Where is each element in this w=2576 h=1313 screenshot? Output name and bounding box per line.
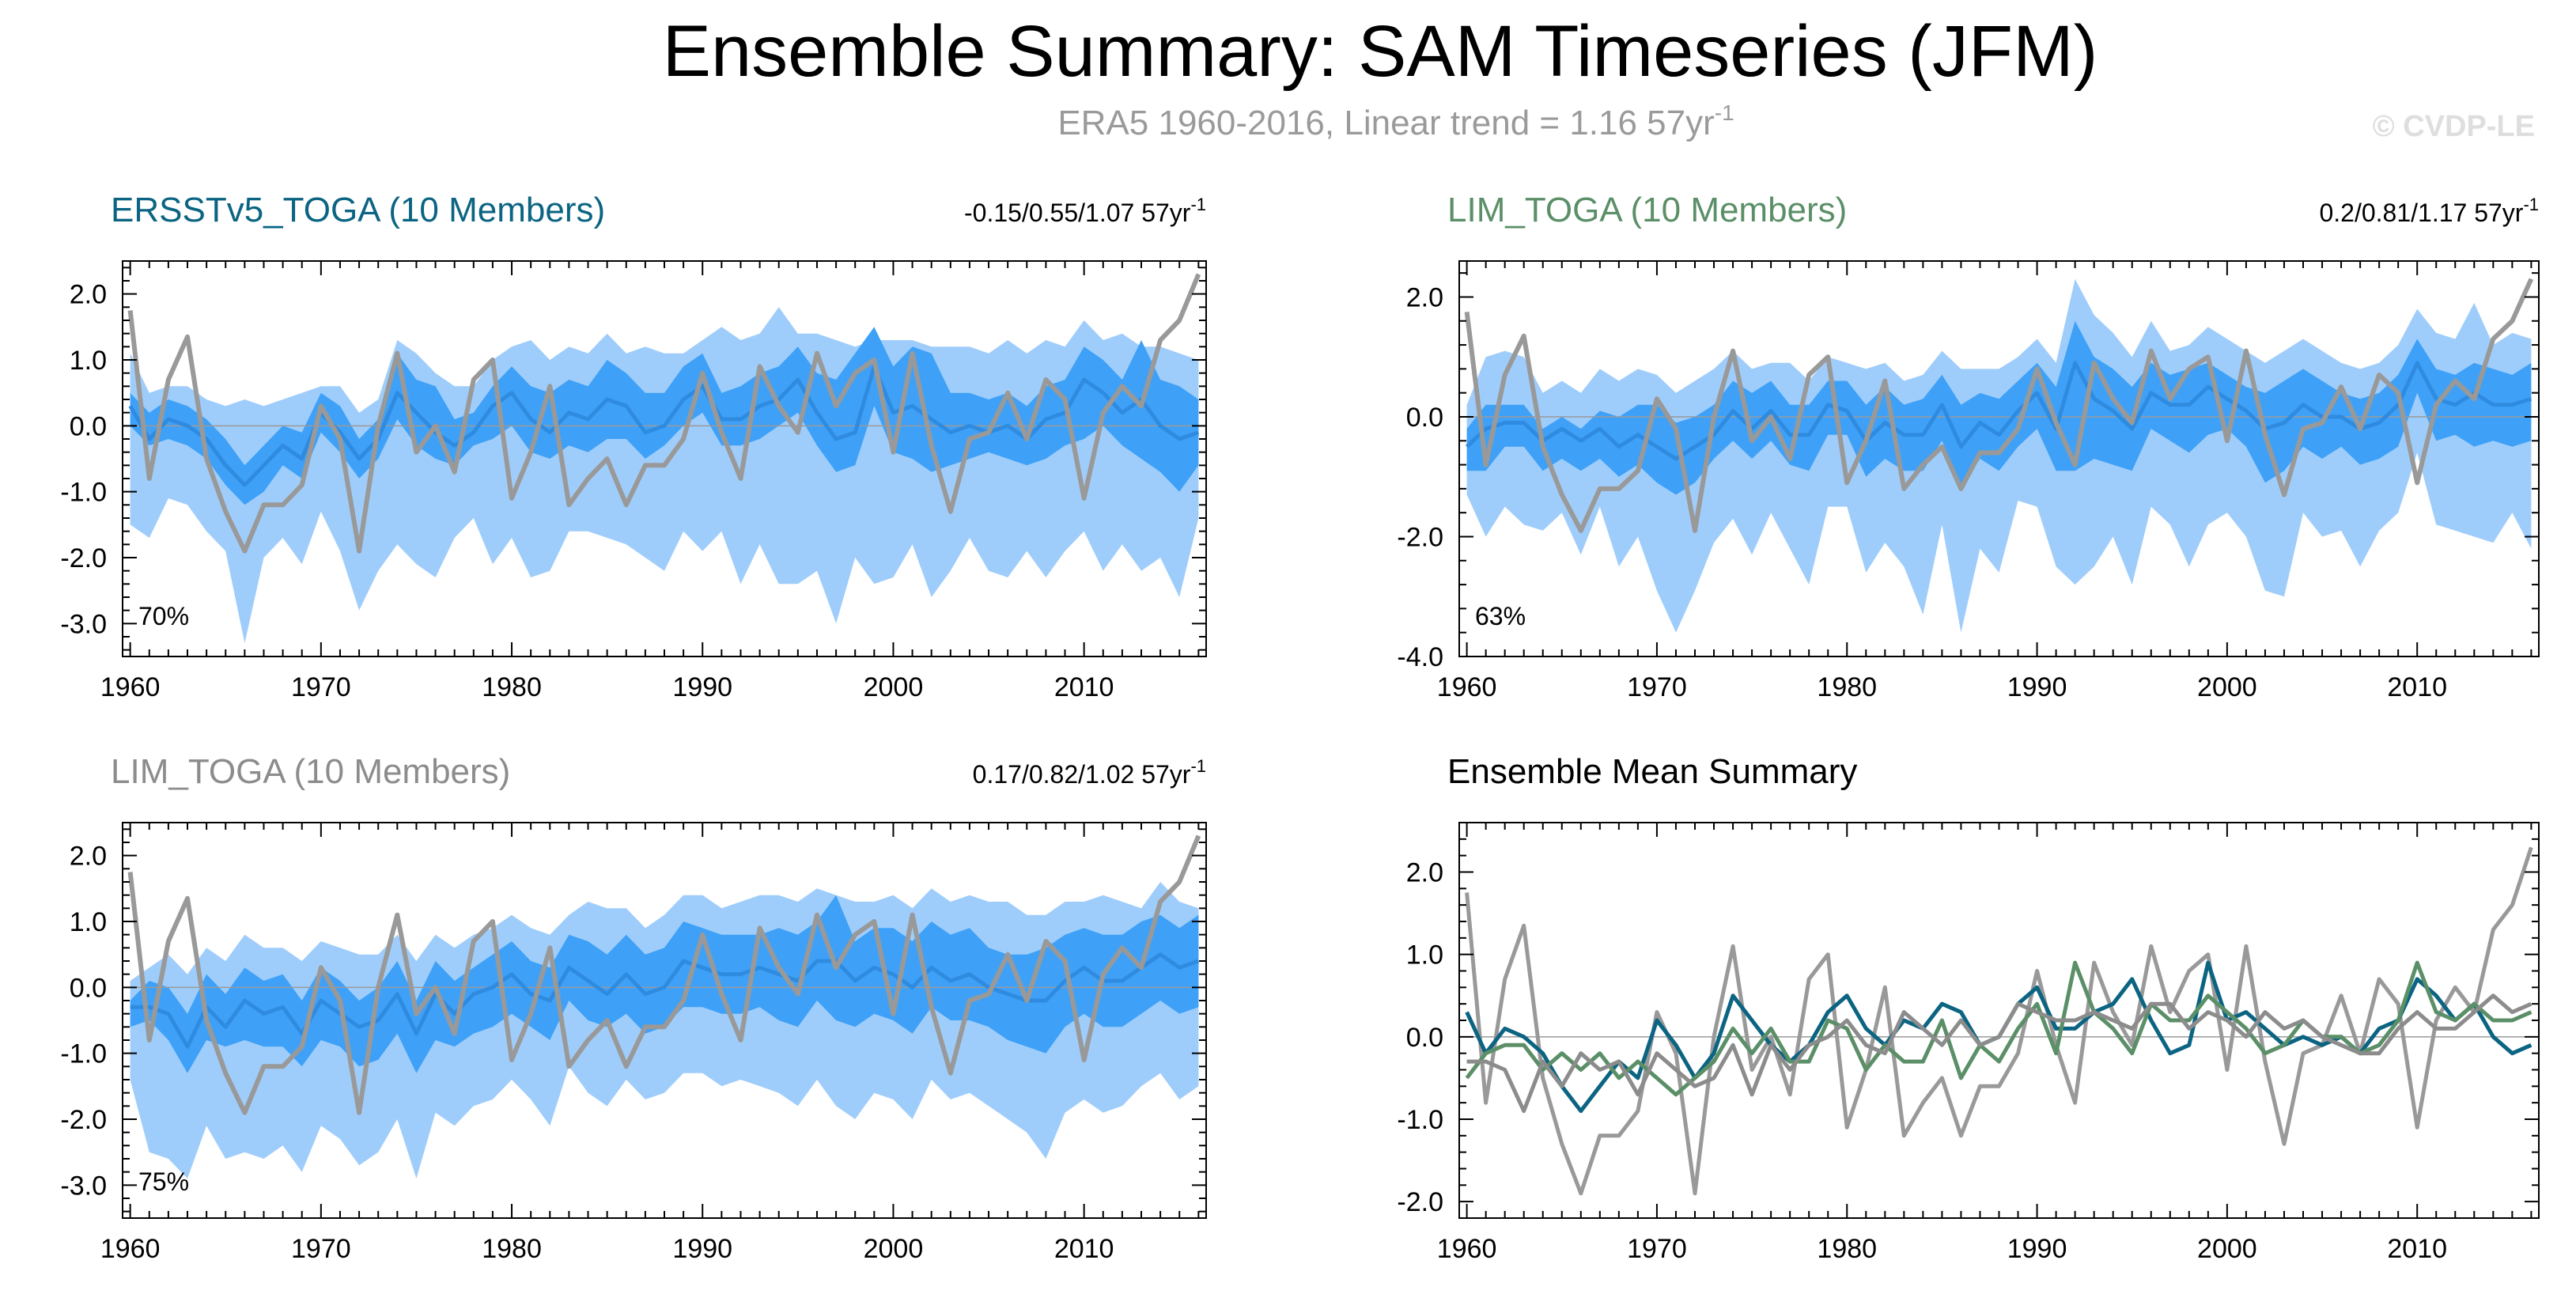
outer-spread-band: [130, 307, 1199, 644]
y-tick-label: -2.0: [1397, 522, 1443, 552]
x-tick-label: 1980: [482, 672, 542, 702]
ersst-panel: 1960 1970 1980 1990 2000 2010 -3.0 -2.0 -1.0 0.0 1…: [60, 191, 1207, 702]
y-tick-label: -4.0: [1397, 642, 1443, 672]
series-line-lim-toga-2: [1466, 993, 2532, 1114]
panel-title: LIM_TOGA (10 Members): [1447, 191, 1847, 229]
y-tick-label: 2.0: [1406, 858, 1443, 888]
summary-panel: 1960 1970 1980 1990 2000 2010 -2.0 -1.0 0.0 1.0 2.…: [1397, 752, 2540, 1264]
panel-title: LIM_TOGA (10 Members): [111, 752, 510, 791]
x-tick-label: 1960: [1437, 1234, 1497, 1264]
x-tick-label: 1980: [1817, 1234, 1877, 1264]
series-line-lim-toga: [1465, 960, 2532, 1097]
x-tick-label: 1970: [1627, 672, 1687, 702]
panel-trend: 0.2/0.81/1.17 57yr-1: [2319, 195, 2539, 227]
panel-trend-exponent: -1: [1190, 195, 1206, 214]
y-tick-label: 0.0: [1406, 1023, 1443, 1053]
y-tick-label: -3.0: [60, 609, 107, 639]
panel-trend-exponent: -1: [1190, 756, 1206, 776]
panel-trend-text: 0.2/0.81/1.17 57yr: [2319, 199, 2523, 227]
panel-trend-text: -0.15/0.55/1.07 57yr: [964, 199, 1191, 227]
plot-area: [1459, 846, 2539, 1196]
subtitle-exponent: -1: [1715, 100, 1734, 125]
x-tick-label: 2010: [2387, 1234, 2447, 1264]
subtitle-text: ERA5 1960-2016, Linear trend = 1.16 57yr: [1057, 104, 1714, 142]
panel-percent: 70%: [138, 602, 189, 630]
inner-spread-band: [1466, 320, 2532, 495]
plot-area: [123, 273, 1206, 644]
lim2-panel: 1960 1970 1980 1990 2000 2010 -3.0 -2.0 -1.0 0.0 1…: [60, 752, 1207, 1264]
x-tick-label: 1960: [1437, 672, 1497, 702]
y-tick-label: 0.0: [70, 973, 107, 1003]
observed-line: [127, 273, 1201, 554]
x-tick-label: 1960: [100, 1234, 161, 1264]
y-tick-label: -3.0: [60, 1171, 107, 1201]
x-tick-label: 1960: [100, 672, 161, 702]
x-tick-label: 2000: [2197, 672, 2257, 702]
x-tick-label: 2010: [1054, 672, 1114, 702]
panel-title: ERSSTv5_TOGA (10 Members): [111, 191, 605, 229]
x-tick-label: 1970: [1627, 1234, 1687, 1264]
panel-percent: 63%: [1475, 602, 1526, 630]
y-tick-label: 1.0: [70, 907, 107, 937]
ensemble-mean-line: [128, 364, 1200, 487]
x-tick-label: 2000: [2197, 1234, 2257, 1264]
watermark: © CVDP-LE: [2373, 110, 2535, 143]
y-tick-label: 0.0: [70, 411, 107, 441]
x-tick-label: 1990: [672, 672, 732, 702]
panel-trend: -0.15/0.55/1.07 57yr-1: [964, 195, 1206, 227]
inner-spread-band: [130, 327, 1199, 505]
x-tick-label: 2000: [864, 672, 924, 702]
figure-title: Ensemble Summary: SAM Timeseries (JFM): [663, 11, 2098, 92]
panel-trend-text: 0.17/0.82/1.02 57yr: [973, 760, 1191, 789]
panel-trend-exponent: -1: [2523, 195, 2539, 214]
y-tick-label: -2.0: [1397, 1187, 1443, 1217]
y-tick-label: 2.0: [70, 842, 107, 872]
lim-panel: 1960 1970 1980 1990 2000 2010 -4.0 -2.0 0.0 2.0 LI…: [1397, 191, 2540, 702]
y-tick-label: -2.0: [60, 543, 107, 573]
y-tick-label: 1.0: [1406, 940, 1443, 971]
y-tick-label: 0.0: [1406, 403, 1443, 433]
y-tick-label: -2.0: [60, 1105, 107, 1135]
x-tick-label: 2010: [1054, 1234, 1114, 1264]
panel-percent: 75%: [138, 1167, 189, 1196]
plot-frame: [1458, 822, 2540, 1219]
observed-line: [1464, 278, 2534, 533]
series-line-observed: [1465, 846, 2533, 1196]
observed-line: [127, 834, 1201, 1115]
y-tick-label: 2.0: [70, 280, 107, 310]
x-tick-label: 1980: [482, 1234, 542, 1264]
x-tick-label: 1970: [291, 672, 351, 702]
y-tick-label: 2.0: [1406, 282, 1443, 312]
x-tick-label: 2010: [2387, 672, 2447, 702]
panel-title: Ensemble Mean Summary: [1447, 752, 1857, 791]
figure-subtitle: ERA5 1960-2016, Linear trend = 1.16 57yr…: [1057, 100, 1734, 142]
x-tick-label: 1990: [672, 1234, 732, 1264]
x-tick-label: 1980: [1817, 672, 1877, 702]
plot-area: [1459, 278, 2539, 633]
x-tick-label: 1990: [2007, 672, 2067, 702]
y-tick-label: -1.0: [60, 1039, 107, 1069]
y-tick-label: -1.0: [1397, 1105, 1443, 1135]
y-tick-label: -1.0: [60, 478, 107, 508]
plot-area: [123, 834, 1206, 1179]
x-tick-label: 1990: [2007, 1234, 2067, 1264]
x-tick-label: 2000: [864, 1234, 924, 1264]
y-tick-label: 1.0: [70, 346, 107, 376]
x-tick-label: 1970: [291, 1234, 351, 1264]
panel-trend: 0.17/0.82/1.02 57yr-1: [973, 756, 1206, 789]
